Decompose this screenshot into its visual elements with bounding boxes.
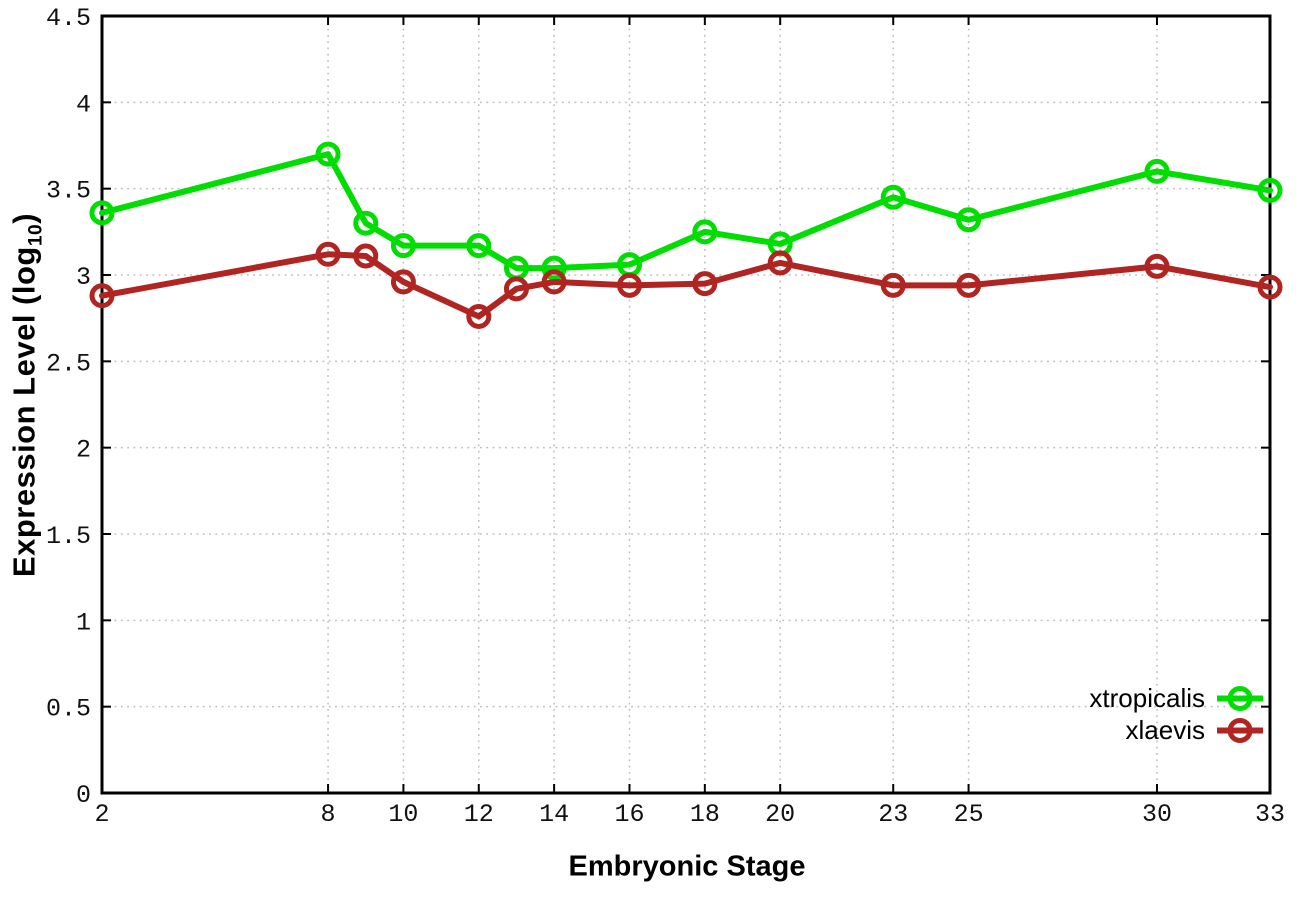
x-tick-label: 8 [321,800,336,829]
x-tick-label: 10 [388,800,418,829]
legend-marker-xtropicalis-icon [1215,683,1265,714]
x-tick-label: 18 [690,800,720,829]
data-point-xtropicalis [692,219,718,245]
y-tick-label: 2.5 [46,349,91,378]
data-point-xtropicalis [1257,177,1283,203]
y-tick-label: 4.5 [46,4,91,33]
data-point-xtropicalis [541,255,567,281]
data-point-xtropicalis [353,210,379,236]
legend-row-xtropicalis: xtropicalis [1089,683,1265,714]
y-tick-label: 2 [76,436,91,465]
data-point-xtropicalis [956,207,982,233]
x-tick-label: 25 [954,800,984,829]
data-point-xtropicalis [89,200,115,226]
x-tick-label: 23 [878,800,908,829]
plot-frame [100,14,1272,795]
data-point-xtropicalis [315,141,341,167]
data-point-xlaevis [353,243,379,269]
x-tick-label: 14 [539,800,569,829]
data-point-xlaevis [692,271,718,297]
y-tick-label: 1 [76,608,91,637]
legend-label-xlaevis: xlaevis [1125,715,1205,745]
data-point-xlaevis [315,241,341,267]
data-point-xtropicalis [1144,158,1170,184]
y-tick-label: 4 [76,90,91,119]
y-axis-title: Expression Level (log10) [7,213,48,577]
data-point-xlaevis [956,272,982,298]
series-line-xtropicalis [99,151,1273,272]
x-tick-label: 12 [464,800,494,829]
legend-row-xlaevis: xlaevis [1126,715,1265,746]
legend-marker-xlaevis-icon [1215,715,1265,746]
y-tick-label: 0 [76,781,91,810]
data-point-xlaevis [390,269,416,295]
x-axis-title: Embryonic Stage [568,850,806,883]
x-tick-label: 30 [1142,800,1172,829]
legend: xtropicalis xlaevis [1089,683,1265,746]
data-point-xtropicalis [390,233,416,259]
y-tick-label: 3 [76,263,91,292]
y-tick-label: 3.5 [46,177,91,206]
x-tick-label: 33 [1255,800,1285,829]
data-point-xlaevis [541,269,567,295]
data-point-xtropicalis [466,233,492,259]
data-point-xlaevis [616,272,642,298]
data-point-xlaevis [466,303,492,329]
y-axis-title-subscript: 10 [25,223,47,247]
data-point-xlaevis [89,283,115,309]
data-point-xlaevis [503,276,529,302]
x-tick-label: 2 [94,800,109,829]
y-tick-label: 1.5 [46,522,91,551]
legend-label-xtropicalis: xtropicalis [1089,683,1205,713]
y-tick-label: 0.5 [46,695,91,724]
data-point-xtropicalis [880,184,906,210]
data-point-xlaevis [1257,274,1283,300]
data-point-xlaevis [1144,253,1170,279]
data-point-xlaevis [880,272,906,298]
x-tick-label: 16 [614,800,644,829]
y-axis-title-prefix: Expression Level (log [6,246,42,578]
data-point-xlaevis [767,250,793,276]
y-axis-title-suffix: ) [6,212,42,224]
x-tick-label: 20 [765,800,795,829]
series-line-xlaevis [99,251,1273,320]
